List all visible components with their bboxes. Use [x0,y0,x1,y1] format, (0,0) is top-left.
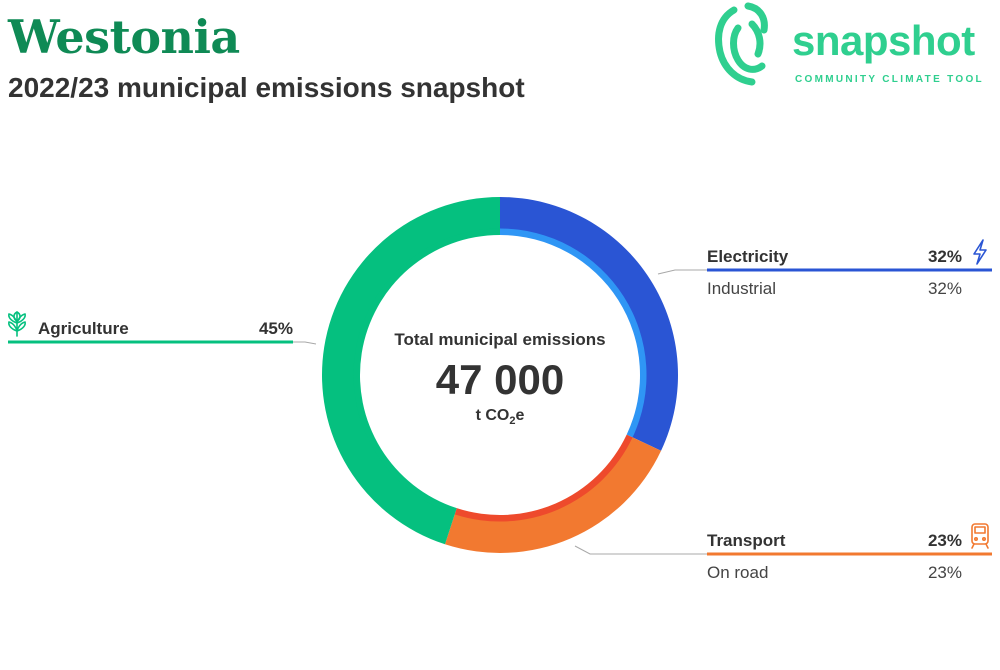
category-label-agriculture: Agriculture [38,319,129,338]
page-subtitle: 2022/23 municipal emissions snapshot [8,72,525,103]
subcategory-value-industrial: 32% [928,279,962,298]
logo-tagline: COMMUNITY CLIMATE TOOL [795,74,984,85]
center-caption: Total municipal emissions [394,330,605,349]
snapshot-logo: snapshot COMMUNITY CLIMATE TOOL [712,0,1000,90]
slice-electricity [500,197,678,451]
center-total-value: 47 000 [436,356,564,403]
train-icon [971,523,989,549]
lightning-bolt-icon [973,239,987,265]
page-title: Westonia [8,10,240,64]
leader-line-electricity [657,269,707,275]
subcategory-label-industrial: Industrial [707,279,776,298]
category-value-electricity: 32% [928,247,962,266]
subcategory-label-on-road: On road [707,563,768,582]
category-value-agriculture: 45% [259,319,293,338]
center-unit: t CO2e [476,407,525,427]
leader-line-transport [574,545,707,555]
category-label-electricity: Electricity [707,247,789,266]
slice-agriculture [321,197,500,545]
category-value-transport: 23% [928,531,962,550]
slice-inner-transport [454,434,633,522]
subcategory-value-on-road: 23% [928,563,962,582]
fingerprint-logo-icon [715,2,768,86]
category-label-transport: Transport [707,531,786,550]
slice-transport [444,437,662,553]
slice-inner-electricity [500,228,647,438]
leader-line-agriculture [293,341,317,345]
wheat-icon [8,311,26,337]
logo-wordmark: snapshot [792,17,975,64]
